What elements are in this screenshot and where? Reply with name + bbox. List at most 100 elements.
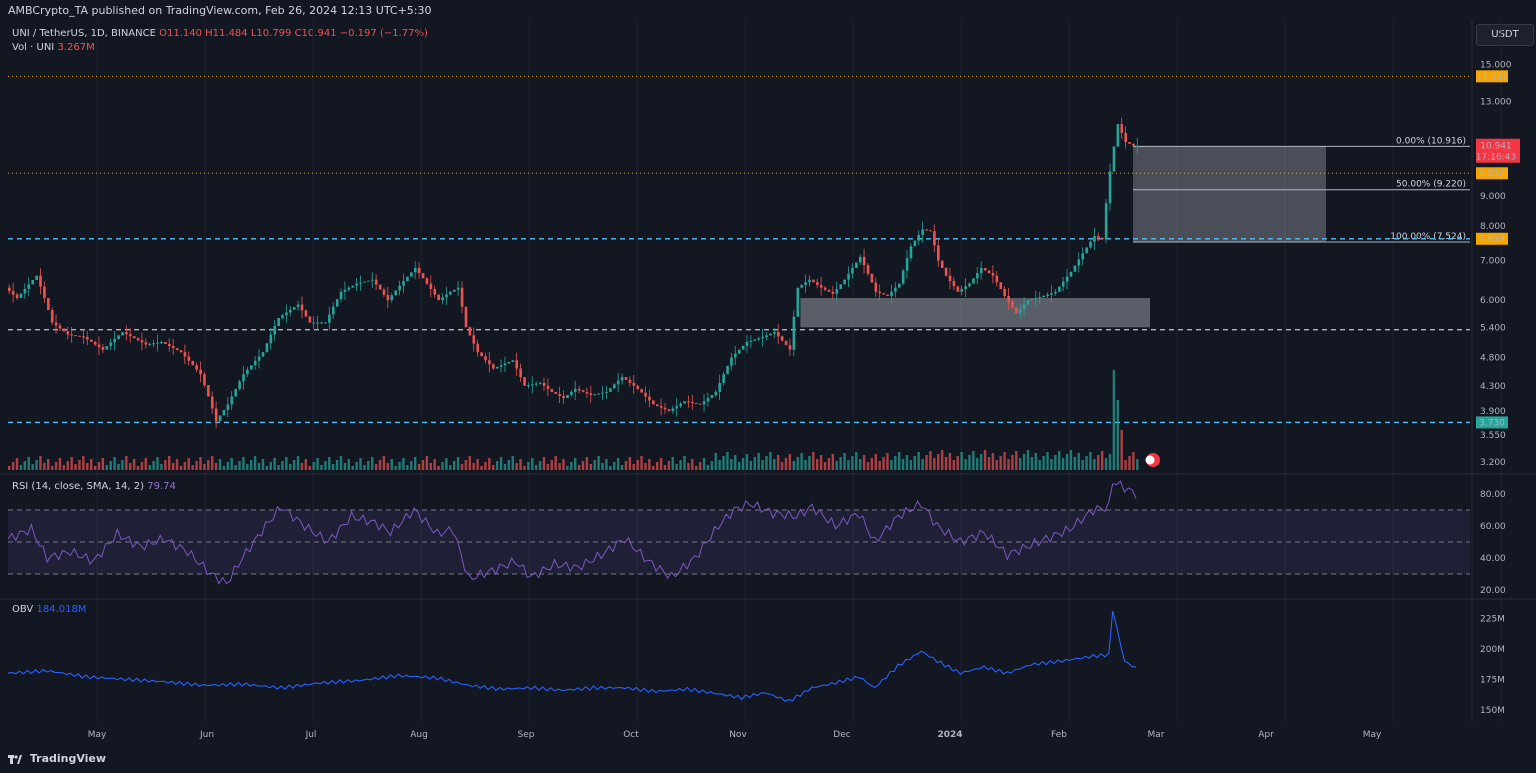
candle-body: [230, 396, 234, 405]
volume-bar: [913, 456, 916, 470]
volume-bar: [464, 460, 468, 470]
price-label-tag: [1476, 232, 1508, 245]
candle-body: [979, 268, 983, 274]
candle-body: [554, 391, 558, 394]
candle-body: [1104, 203, 1108, 240]
candle-body: [663, 407, 667, 410]
volume-bar: [917, 452, 920, 470]
symbol-legend: UNI / TetherUS, 1D, BINANCE O11.140 H11.…: [12, 28, 428, 39]
candle-body: [613, 384, 616, 389]
candle-body: [1073, 265, 1077, 272]
symbol-label[interactable]: UNI / TetherUS, 1D, BINANCE: [12, 28, 156, 39]
volume-bar: [23, 461, 27, 470]
volume-bar: [1042, 456, 1045, 470]
candle-body: [54, 322, 58, 326]
volume-bar: [640, 456, 643, 470]
volume-bar: [558, 463, 561, 470]
volume-bar: [929, 451, 932, 470]
obv-label[interactable]: OBV: [12, 604, 34, 615]
candle-body: [562, 396, 565, 399]
candle-body: [773, 332, 776, 334]
price-label-tag: [1476, 416, 1508, 429]
candle-body: [331, 306, 335, 315]
volume-bar: [761, 460, 764, 470]
candle-body: [324, 322, 327, 324]
candle-body: [367, 280, 370, 282]
volume-bar: [261, 459, 265, 470]
candle-body: [1026, 300, 1030, 305]
candle-body: [129, 334, 132, 337]
volume-bar: [113, 457, 116, 470]
volume-bar: [285, 457, 288, 470]
volume-bar: [390, 459, 393, 470]
volume-bar: [589, 464, 593, 470]
candle-body: [374, 279, 378, 285]
volume-bar: [874, 454, 877, 470]
volume-bar: [367, 461, 370, 470]
volume-bar: [702, 458, 706, 470]
volume-bar: [437, 466, 440, 470]
volume-bar: [531, 458, 534, 470]
volume-bar: [601, 463, 604, 470]
candle-body: [109, 342, 113, 347]
volume-bar: [577, 465, 581, 470]
volume-bar: [152, 461, 155, 470]
volume-bar: [394, 466, 397, 470]
candle-body: [1069, 271, 1073, 277]
volume-bar: [819, 455, 823, 470]
volume-bar: [773, 459, 776, 470]
volume-bar: [620, 465, 624, 470]
volume-bar: [480, 466, 483, 470]
tradingview-branding[interactable]: TradingView: [8, 752, 106, 765]
candle-body: [796, 287, 800, 317]
volume-bar: [417, 464, 421, 470]
volume-bar: [413, 457, 417, 470]
volume-bar: [515, 463, 518, 470]
candle-body: [74, 335, 77, 337]
candle-body: [1015, 307, 1018, 314]
volume-bar: [214, 463, 218, 470]
volume-bar: [406, 465, 409, 470]
volume-label[interactable]: Vol · UNI: [12, 42, 55, 53]
volume-bar: [78, 460, 81, 470]
volume-bar: [1073, 457, 1077, 470]
candle-body: [542, 382, 546, 386]
volume-bar: [8, 466, 11, 470]
volume-bar: [168, 456, 171, 470]
volume-bar: [359, 458, 362, 470]
candle-body: [788, 345, 792, 350]
volume-bar: [468, 456, 472, 470]
volume-bar: [242, 457, 245, 470]
volume-bar: [858, 459, 862, 470]
candle-body: [698, 403, 702, 405]
candle-body: [187, 356, 191, 361]
volume-bar: [50, 466, 54, 470]
volume-bar: [109, 461, 112, 470]
candle-body: [550, 388, 554, 392]
currency-selector[interactable]: USDT: [1476, 24, 1534, 46]
candle-body: [839, 284, 843, 290]
candle-body: [1042, 295, 1046, 298]
ohlc-values: O11.140 H11.484 L10.799 C10.941 −0.197 (…: [159, 28, 428, 39]
price-tick-label: 6.000: [1480, 296, 1506, 306]
candle-body: [253, 360, 257, 366]
candle-body: [769, 333, 772, 336]
volume-bar: [679, 460, 682, 470]
rsi-label[interactable]: RSI (14, close, SMA, 14, 2): [12, 481, 145, 492]
tradingview-logo-icon: [8, 754, 22, 764]
candle-body: [66, 331, 70, 335]
candle-body: [1132, 143, 1135, 146]
volume-bar: [86, 463, 89, 470]
volume-bar: [179, 466, 183, 470]
candle-body: [15, 294, 19, 299]
candle-body: [1038, 297, 1042, 299]
candle-body: [671, 408, 675, 411]
candle-body: [27, 284, 31, 289]
time-tick-label: Oct: [623, 730, 639, 740]
candle-body: [125, 332, 128, 335]
candle-body: [378, 284, 382, 290]
volume-bar: [238, 461, 241, 470]
volume-bar: [749, 461, 753, 470]
volume-bar: [300, 463, 304, 470]
